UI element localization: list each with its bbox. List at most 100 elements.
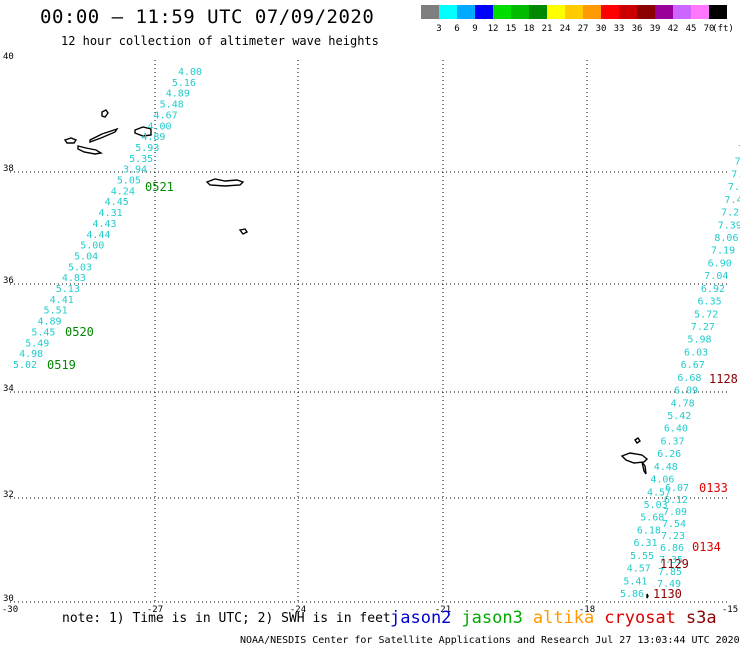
- swh-value-east: 7.04: [704, 271, 728, 282]
- swh-value-west: 5.04: [74, 251, 98, 262]
- colorbar-unit: (ft): [712, 24, 734, 34]
- colorbar-label: 39: [649, 24, 661, 34]
- swh-value-east: 6.92: [701, 284, 725, 295]
- swh-value-east: 6.68: [677, 373, 701, 384]
- lat-tick-label: 38: [3, 164, 14, 174]
- swh-value-east: 7.19: [711, 246, 735, 257]
- swh-value-west: 4.89: [166, 89, 190, 100]
- swh-value-west: 5.00: [80, 241, 104, 252]
- legend-item-altika: altika: [532, 608, 595, 628]
- colorbar-swatch: [655, 5, 673, 19]
- swh-value-west: 5.05: [117, 176, 141, 187]
- swh-value-west: 4.98: [19, 349, 43, 360]
- time-label: 0133: [699, 481, 728, 495]
- lat-tick-label: 40: [3, 52, 14, 62]
- swh-value-west: 4.31: [99, 208, 123, 219]
- swh-value-east: 5.42: [667, 411, 691, 422]
- lat-tick-label: 30: [3, 594, 14, 604]
- time-label: 0521: [145, 180, 174, 194]
- island-outline: [89, 127, 119, 143]
- swh-value-east: 6.40: [664, 424, 688, 435]
- island-outline: [634, 437, 641, 444]
- colorbar-swatch: [547, 5, 565, 19]
- swh-value-east: 6.03: [684, 347, 708, 358]
- colorbar-label: 6: [454, 24, 460, 34]
- swh-value-east: 4.78: [671, 398, 695, 409]
- colorbar-swatch: [619, 5, 637, 19]
- colorbar-swatch: [421, 5, 439, 19]
- island-outline: [205, 178, 245, 187]
- swh-value-west: 5.48: [160, 100, 184, 111]
- colorbar-label: 45: [685, 24, 697, 34]
- colorbar-swatch: [511, 5, 529, 19]
- time-label: 1129: [660, 557, 689, 571]
- swh-value-west: 4.00: [147, 121, 171, 132]
- swh-value-east: 6.26: [657, 449, 681, 460]
- colorbar-swatch: [493, 5, 511, 19]
- colorbar-swatch: [673, 5, 691, 19]
- map-title: 00:00 – 11:59 UTC 07/09/2020: [40, 6, 375, 28]
- island-outline: [63, 137, 78, 144]
- swh-value-east-inner: 7.35: [659, 555, 683, 566]
- map-subtitle: 12 hour collection of altimeter wave hei…: [61, 34, 379, 48]
- swh-value-west: 4.43: [92, 219, 116, 230]
- swh-value-east: 6.18: [637, 525, 661, 536]
- swh-value-east: 7: [735, 157, 740, 168]
- swh-value-east: 6.67: [681, 360, 705, 371]
- swh-value-west: 5.16: [172, 78, 196, 89]
- swh-value-east: 8.06: [714, 233, 738, 244]
- swh-value-east: 4.06: [650, 475, 674, 486]
- swh-value-west: 4.67: [154, 110, 178, 121]
- colorbar-swatch: [637, 5, 655, 19]
- swh-value-east: 5.55: [630, 551, 654, 562]
- colorbar-label: 9: [472, 24, 478, 34]
- swh-value-west: 4.89: [37, 317, 61, 328]
- swh-value-west: 4.44: [86, 230, 110, 241]
- swh-value-west: 5.03: [68, 262, 92, 273]
- lat-tick-label: 34: [3, 384, 14, 394]
- swh-value-west: 5.93: [135, 143, 159, 154]
- swh-value-east: 7.3: [728, 182, 740, 193]
- swh-value-east-inner: 7.54: [662, 519, 686, 530]
- swh-value-east-inner: 6.07: [665, 483, 689, 494]
- swh-value-east-inner: 7.85: [658, 567, 682, 578]
- lon-tick-label: -15: [722, 605, 738, 615]
- legend-item-jason3: jason3: [461, 608, 523, 628]
- swh-value-east: 4.57: [647, 487, 671, 498]
- colorbar-label: 12: [487, 24, 499, 34]
- colorbar-label: 3: [436, 24, 442, 34]
- island-outline: [641, 461, 647, 475]
- swh-value-west: 5.51: [44, 306, 68, 317]
- lon-tick-label: -18: [579, 605, 595, 615]
- colorbar-label: 21: [541, 24, 553, 34]
- swh-value-west: 4.45: [105, 197, 129, 208]
- swh-value-east: 6.37: [660, 436, 684, 447]
- swh-value-east: 5.68: [640, 513, 664, 524]
- swh-value-east: 7: [738, 144, 740, 155]
- swh-value-east: 7.27: [691, 322, 715, 333]
- colorbar-label: 30: [595, 24, 607, 34]
- swh-value-east: 4.48: [654, 462, 678, 473]
- swh-value-west: 5.35: [129, 154, 153, 165]
- island-outline: [620, 452, 649, 464]
- swh-value-west: 5.13: [56, 284, 80, 295]
- swh-value-east: 6.31: [633, 538, 657, 549]
- swh-value-east-inner: 6.12: [664, 495, 688, 506]
- swh-value-west: 4.83: [62, 273, 86, 284]
- swh-value-east: 7.23: [721, 208, 740, 219]
- swh-value-west: 4.24: [111, 186, 135, 197]
- colorbar-label: 27: [577, 24, 589, 34]
- lon-tick-label: -24: [290, 605, 306, 615]
- swh-value-east: 7.4: [725, 195, 740, 206]
- lon-tick-label: -30: [2, 605, 18, 615]
- satellite-legend: jason2 jason3 altika cryosat s3a: [390, 608, 727, 628]
- swh-value-west: 5.45: [31, 327, 55, 338]
- colorbar-label: 24: [559, 24, 571, 34]
- colorbar-swatch: [439, 5, 457, 19]
- legend-item-jason2: jason2: [390, 608, 452, 628]
- swh-value-west: 4.00: [178, 67, 202, 78]
- colorbar-swatch: [529, 5, 547, 19]
- colorbar-label: 42: [667, 24, 679, 34]
- time-label: 1130: [653, 587, 682, 601]
